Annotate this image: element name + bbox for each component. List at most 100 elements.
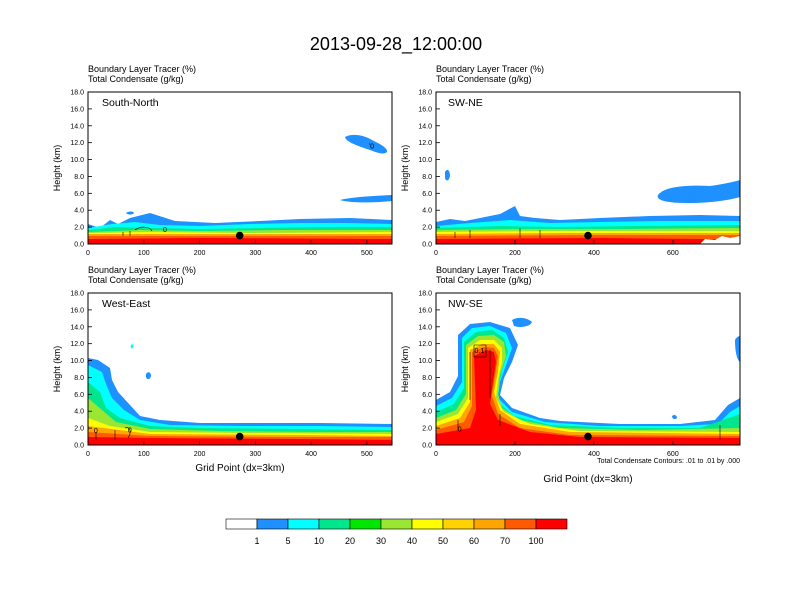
condensate-contours bbox=[454, 228, 541, 238]
colorbar-label: 100 bbox=[528, 536, 543, 546]
y-tick-label: 18.0 bbox=[70, 90, 84, 97]
y-tick-label: 12.0 bbox=[70, 341, 84, 348]
tracer-100pct-region bbox=[88, 437, 392, 445]
colorbar-label: 1 bbox=[254, 536, 259, 546]
plot-frame bbox=[435, 292, 741, 446]
x-tick-label: 0 bbox=[86, 451, 90, 458]
panel-title-line-2: Total Condensate (g/kg) bbox=[88, 275, 184, 285]
x-tick-label: 400 bbox=[588, 451, 600, 458]
location-marker bbox=[584, 432, 592, 441]
colorbar-label: 30 bbox=[376, 536, 386, 546]
y-ticks: 0.0 2.0 4.0 6.0 8.0 10.0 12.0 14.0 16.0 18.0 bbox=[418, 291, 440, 450]
upper-cloud-layer bbox=[657, 180, 740, 204]
condensate-contours bbox=[457, 344, 721, 440]
y-tick-label: 16.0 bbox=[70, 307, 84, 314]
plot-frame bbox=[87, 91, 393, 245]
x-tick-label: 0 bbox=[434, 250, 438, 257]
contour-labels: 0.10 bbox=[458, 348, 485, 434]
y-tick-label: 16.0 bbox=[70, 106, 84, 113]
colorbar-box bbox=[442, 518, 475, 530]
x-tick-label: 500 bbox=[361, 250, 373, 257]
x-ticks: 0 200 400 600 bbox=[434, 441, 679, 458]
contour-label: 0.1 bbox=[475, 348, 485, 355]
x-tick-label: 300 bbox=[249, 451, 261, 458]
colorbar-box bbox=[225, 518, 258, 530]
colorbar-label: 5 bbox=[285, 536, 290, 546]
x-axis-label: Grid Point (dx=3km) bbox=[195, 463, 284, 474]
location-marker bbox=[235, 231, 244, 240]
colorbar-label: 60 bbox=[469, 536, 479, 546]
panel-title-line-1: Boundary Layer Tracer (%) bbox=[88, 265, 196, 275]
panel-label: NW-SE bbox=[448, 298, 483, 310]
upper-cloud-blob bbox=[345, 134, 388, 154]
small-cloud-patch bbox=[130, 344, 134, 349]
y-tick-label: 4.0 bbox=[74, 208, 84, 215]
marker-group bbox=[584, 231, 592, 240]
x-axis-label: Grid Point (dx=3km) bbox=[543, 474, 632, 485]
marker-group bbox=[235, 432, 244, 441]
colorbar-box bbox=[380, 518, 413, 530]
footnote: Total Condensate Contours: .01 to .01 by… bbox=[597, 458, 740, 465]
x-tick-label: 200 bbox=[194, 451, 206, 458]
y-tick-label: 6.0 bbox=[74, 191, 84, 198]
y-tick-label: 14.0 bbox=[418, 123, 432, 130]
x-tick-label: 100 bbox=[138, 451, 150, 458]
y-axis-label: Height (km) bbox=[400, 346, 410, 393]
colorbar-box bbox=[318, 518, 351, 530]
field-nw-se bbox=[436, 317, 740, 445]
y-tick-label: 2.0 bbox=[422, 225, 432, 232]
x-tick-label: 300 bbox=[249, 250, 261, 257]
x-tick-label: 400 bbox=[588, 250, 600, 257]
y-tick-label: 10.0 bbox=[70, 358, 84, 365]
y-tick-label: 8.0 bbox=[74, 174, 84, 181]
colorbar-label: 40 bbox=[407, 536, 417, 546]
x-tick-label: 400 bbox=[305, 250, 317, 257]
y-tick-label: 4.0 bbox=[422, 208, 432, 215]
y-tick-label: 4.0 bbox=[74, 409, 84, 416]
right-edge-cloud bbox=[735, 336, 740, 362]
y-tick-label: 10.0 bbox=[70, 157, 84, 164]
location-marker bbox=[235, 432, 244, 441]
y-tick-label: 12.0 bbox=[418, 140, 432, 147]
tracer-100pct-region bbox=[436, 238, 740, 244]
field-south-north bbox=[88, 134, 392, 244]
contour-label: ʻ0 bbox=[369, 143, 375, 151]
colorbar-box bbox=[504, 518, 537, 530]
x-tick-label: 200 bbox=[194, 250, 206, 257]
panel-title-line-1: Boundary Layer Tracer (%) bbox=[436, 64, 544, 74]
colorbar-label: 10 bbox=[314, 536, 324, 546]
small-cloud-patch bbox=[126, 211, 134, 215]
y-tick-label: 18.0 bbox=[418, 291, 432, 298]
y-ticks: 0.0 2.0 4.0 6.0 8.0 10.0 12.0 14.0 16.0 18.0 bbox=[70, 291, 92, 450]
y-tick-label: 10.0 bbox=[418, 157, 432, 164]
y-tick-label: 16.0 bbox=[418, 106, 432, 113]
marker-group bbox=[584, 432, 592, 441]
y-tick-label: 14.0 bbox=[418, 324, 432, 331]
panel-sw-ne: Boundary Layer Tracer (%) Total Condensa… bbox=[400, 64, 741, 257]
y-tick-label: 8.0 bbox=[74, 375, 84, 382]
x-tick-label: 500 bbox=[361, 451, 373, 458]
colorbar-box bbox=[256, 518, 289, 530]
y-tick-label: 0.0 bbox=[422, 242, 432, 249]
tracer-10pct-region bbox=[88, 382, 392, 445]
y-tick-label: 2.0 bbox=[74, 225, 84, 232]
x-tick-label: 600 bbox=[667, 451, 679, 458]
colorbar-label: 70 bbox=[500, 536, 510, 546]
colorbar: 1 5 10 20 30 40 50 60 70 100 bbox=[225, 518, 568, 546]
x-tick-label: 200 bbox=[509, 451, 521, 458]
plot-frame bbox=[87, 292, 393, 446]
marker-group bbox=[235, 231, 244, 240]
tracer-60pct-region bbox=[436, 344, 740, 445]
x-tick-label: 0 bbox=[434, 451, 438, 458]
tracer-100pct-region bbox=[88, 238, 392, 244]
x-tick-label: 100 bbox=[138, 250, 150, 257]
tracer-1pct-region bbox=[88, 358, 392, 445]
panel-nw-se: Boundary Layer Tracer (%) Total Condensa… bbox=[400, 265, 741, 485]
panel-south-north: Boundary Layer Tracer (%) Total Condensa… bbox=[52, 64, 393, 257]
x-ticks: 0 100 200 300 400 500 bbox=[86, 240, 373, 257]
colorbar-box bbox=[349, 518, 382, 530]
panel-west-east: Boundary Layer Tracer (%) Total Condensa… bbox=[52, 265, 393, 474]
colorbar-box bbox=[287, 518, 320, 530]
y-ticks: 0.0 2.0 4.0 6.0 8.0 10.0 12.0 14.0 16.0 18.0 bbox=[418, 90, 440, 249]
